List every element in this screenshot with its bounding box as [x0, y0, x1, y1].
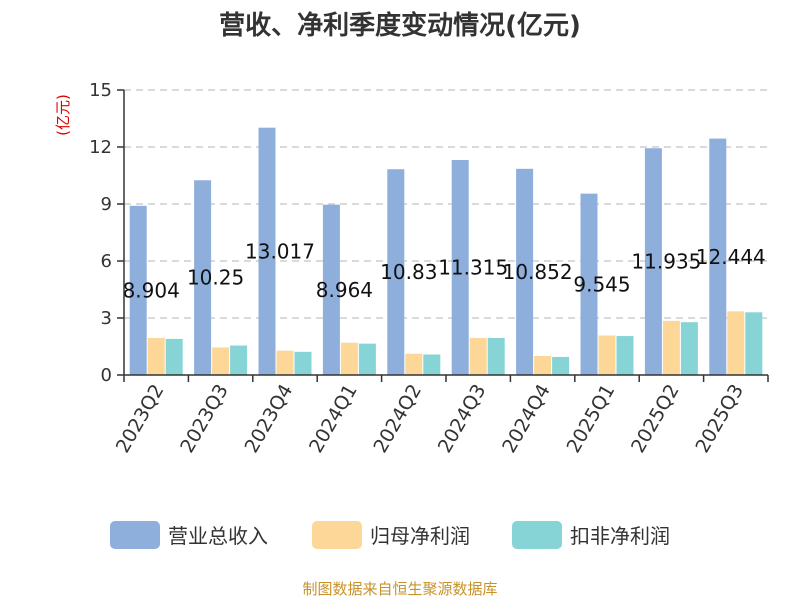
chart-title: 营收、净利季度变动情况(亿元) — [219, 10, 581, 41]
bar-扣非净利润-2025Q2 — [680, 322, 698, 375]
x-tick-label: 2024Q2 — [369, 381, 426, 457]
bar-扣非净利润-2024Q3 — [487, 337, 505, 375]
legend-label: 营业总收入 — [168, 524, 268, 548]
legend-swatch — [312, 521, 362, 549]
bar-归母净利润-2023Q2 — [147, 337, 165, 375]
bar-营业总收入-2024Q1 — [322, 204, 340, 375]
bar-归母净利润-2025Q3 — [727, 311, 745, 375]
data-label: 10.852 — [503, 260, 573, 284]
bar-扣非净利润-2023Q3 — [230, 345, 248, 375]
y-tick-label: 15 — [89, 80, 112, 101]
data-label: 11.935 — [631, 250, 701, 274]
x-tick-label: 2024Q3 — [434, 381, 491, 457]
x-tick-label: 2024Q1 — [305, 381, 362, 457]
x-tick-label: 2024Q4 — [498, 381, 555, 457]
x-axis-ticks: 2023Q2 2023Q3 2023Q4 2024Q1 2024Q2 2024Q3 2024… — [112, 375, 769, 457]
y-tick-label: 9 — [101, 194, 112, 215]
bar-归母净利润-2025Q2 — [662, 320, 680, 375]
x-tick-label: 2025Q1 — [563, 381, 620, 457]
bar-营业总收入-2025Q2 — [644, 148, 662, 375]
legend-label: 归母净利润 — [370, 524, 470, 548]
bar-扣非净利润-2023Q2 — [165, 338, 183, 375]
y-axis-ticks: 0 3 6 9 12 15 — [89, 80, 124, 386]
x-tick-label: 2023Q3 — [176, 381, 233, 457]
bar-扣非净利润-2024Q1 — [358, 343, 376, 375]
bar-扣非净利润-2025Q3 — [745, 312, 763, 375]
y-tick-label: 0 — [101, 365, 112, 386]
y-tick-label: 12 — [89, 137, 112, 158]
bar-营业总收入-2023Q3 — [194, 180, 212, 375]
y-axis-label: (亿元) — [54, 94, 72, 136]
bar-营业总收入-2024Q2 — [387, 169, 405, 375]
legend-swatch — [512, 521, 562, 549]
y-tick-label: 3 — [101, 308, 112, 329]
bar-扣非净利润-2025Q1 — [616, 336, 634, 375]
bar-归母净利润-2023Q4 — [276, 350, 294, 375]
data-label: 11.315 — [438, 256, 508, 280]
bar-归母净利润-2024Q4 — [534, 356, 552, 375]
legend-swatch — [110, 521, 160, 549]
bar-归母净利润-2025Q1 — [598, 335, 616, 375]
bar-营业总收入-2023Q4 — [258, 127, 276, 375]
data-label: 10.25 — [187, 266, 244, 290]
bar-营业总收入-2024Q3 — [451, 160, 469, 375]
x-tick-label: 2025Q3 — [691, 381, 748, 457]
bar-归母净利润-2024Q1 — [340, 342, 358, 375]
bar-营业总收入-2025Q3 — [709, 138, 727, 375]
x-tick-label: 2025Q2 — [627, 381, 684, 457]
data-label: 8.904 — [123, 278, 180, 302]
bar-扣非净利润-2024Q4 — [552, 356, 570, 375]
data-label: 10.83 — [380, 260, 437, 284]
data-label: 13.017 — [245, 239, 315, 263]
bar-扣非净利润-2023Q4 — [294, 351, 312, 375]
bar-营业总收入-2024Q4 — [516, 168, 534, 375]
data-label: 9.545 — [573, 272, 630, 296]
data-label: 8.964 — [316, 278, 373, 302]
data-label: 12.444 — [696, 245, 766, 269]
bar-归母净利润-2024Q2 — [405, 353, 423, 375]
legend-label: 扣非净利润 — [570, 524, 670, 548]
y-tick-label: 6 — [101, 251, 112, 272]
x-tick-label: 2023Q2 — [112, 381, 169, 457]
bar-归母净利润-2024Q3 — [469, 337, 487, 375]
bar-营业总收入-2025Q1 — [580, 193, 598, 375]
bar-归母净利润-2023Q3 — [212, 347, 230, 375]
bar-扣非净利润-2024Q2 — [423, 354, 441, 375]
bars — [129, 127, 763, 375]
legend: 营业总收入 归母净利润 扣非净利润 — [110, 521, 670, 549]
x-tick-label: 2023Q4 — [241, 381, 298, 457]
source-note: 制图数据来自恒生聚源数据库 — [302, 580, 497, 598]
bar-营业总收入-2023Q2 — [129, 205, 147, 375]
